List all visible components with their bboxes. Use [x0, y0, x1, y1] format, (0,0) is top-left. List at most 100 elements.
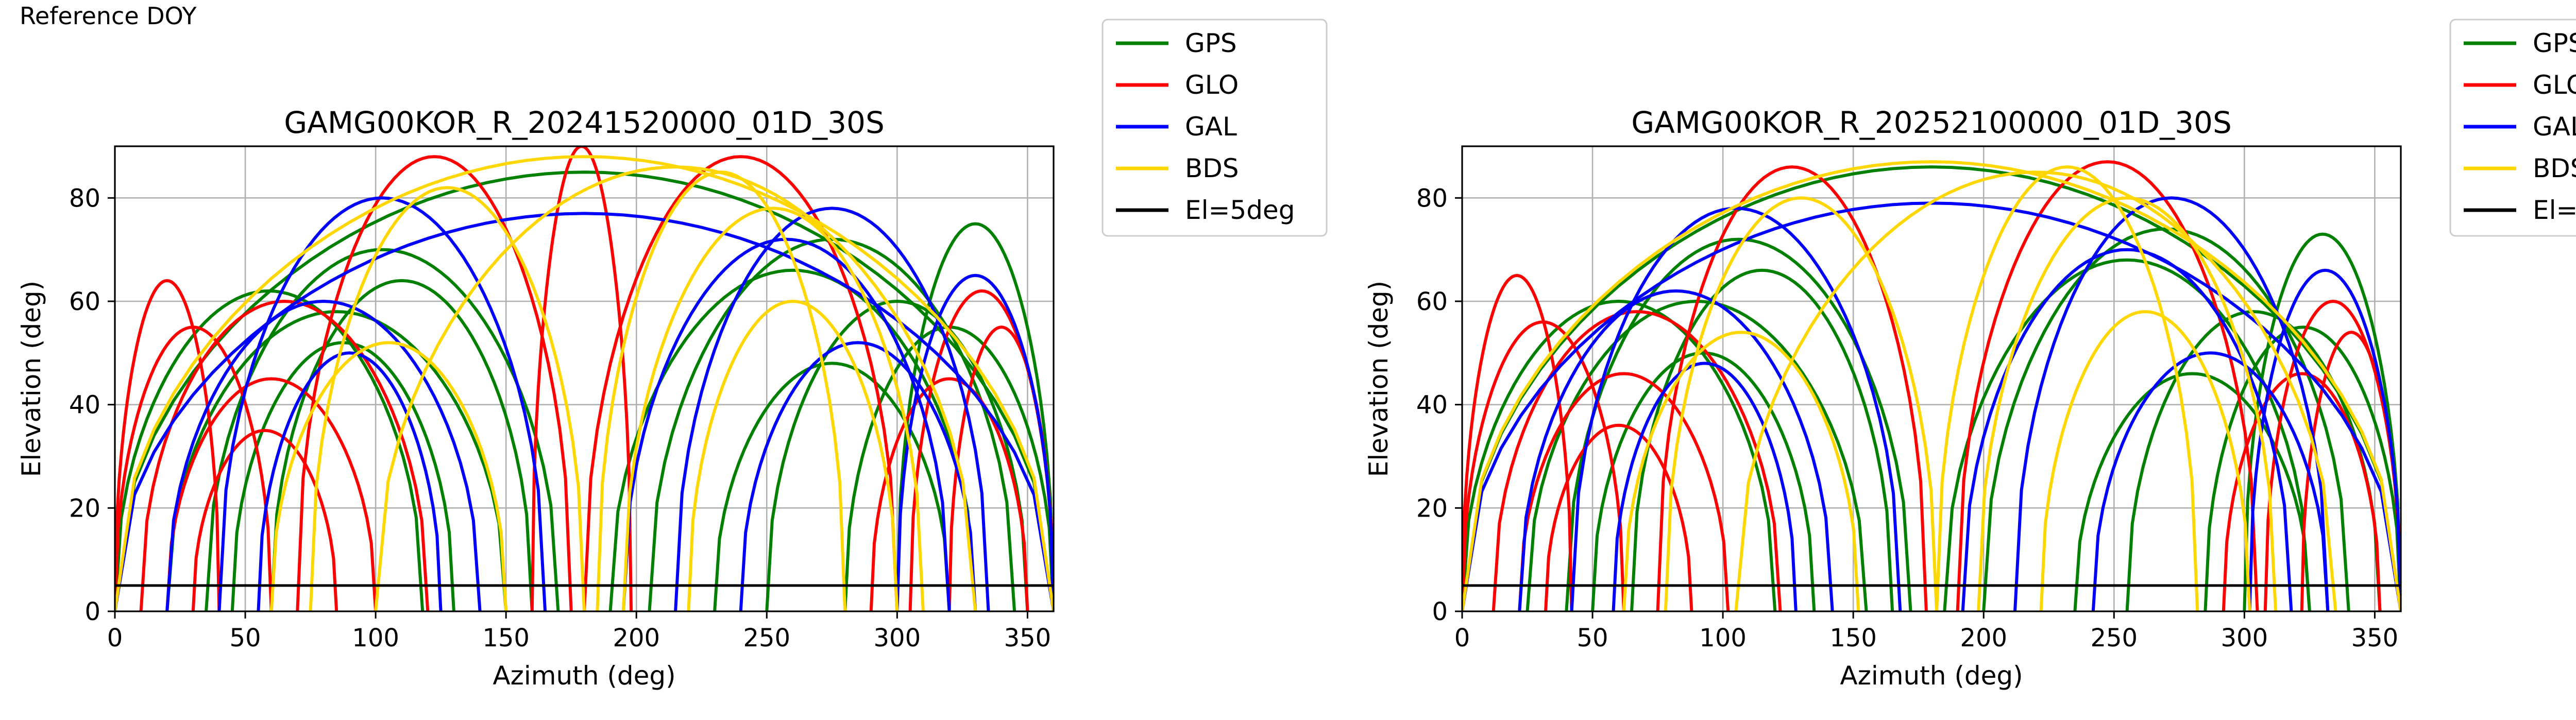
arc-glo: [1544, 423, 1693, 611]
arc-glo: [1518, 372, 1730, 611]
arc-gps: [608, 268, 977, 611]
arc-gal: [1518, 289, 1834, 611]
y-tick-label: 40: [69, 391, 100, 420]
arc-gal: [165, 299, 482, 611]
x-tick-label: 150: [482, 624, 530, 653]
x-tick-label: 150: [1829, 624, 1877, 653]
arc-glo: [165, 377, 378, 611]
series-gps: [1462, 165, 2401, 611]
arc-gal: [1570, 207, 1902, 611]
arc-gps: [1943, 258, 2311, 611]
arc-gps: [269, 279, 534, 611]
x-tick-label: 100: [1699, 624, 1747, 653]
x-tick-label: 100: [352, 624, 399, 653]
arc-bds: [115, 155, 1054, 611]
legend-label: El=5deg: [2533, 195, 2576, 225]
arc-bds: [309, 186, 586, 611]
series-bds: [115, 155, 1054, 611]
arc-gps: [1630, 268, 1894, 611]
arc-gal: [1612, 362, 1798, 611]
chart-title: GAMG00KOR_R_20252100000_01D_30S: [1631, 105, 2232, 140]
arc-gal: [2013, 196, 2330, 611]
legend: GPS GLO GAL BDS El=5deg: [1101, 19, 1328, 237]
x-tick-label: 200: [613, 624, 660, 653]
arc-gps: [2125, 310, 2382, 611]
y-tick-label: 0: [1432, 597, 1448, 626]
x-tick-label: 350: [1004, 624, 1052, 653]
x-tick-label: 350: [2351, 624, 2399, 653]
legend-label: GLO: [1185, 70, 1239, 100]
arc-gal: [1961, 248, 2293, 611]
legend-label: GPS: [2533, 28, 2576, 58]
legend-box: [1101, 19, 1328, 237]
arc-bds: [1935, 165, 2199, 611]
arc-bds: [1977, 196, 2278, 611]
arc-glo: [139, 299, 430, 611]
legend-label: GLO: [2533, 70, 2576, 100]
legend-label: GAL: [2533, 112, 2576, 142]
arc-bds: [269, 341, 508, 611]
arc-gps: [205, 248, 560, 611]
x-tick-label: 300: [2221, 624, 2268, 653]
legend-label: GAL: [1185, 112, 1237, 142]
plot-data: [1462, 160, 2401, 611]
y-tick-label: 80: [69, 184, 100, 213]
arc-gal: [2091, 351, 2330, 611]
panel-right: 0 50 100 150 200 250 300 350 0 20 40 60 80 GAMG00KOR_…: [1364, 19, 2576, 691]
y-axis-label: Elevation (deg): [1364, 281, 1394, 477]
y-tick-label: 60: [1416, 287, 1448, 316]
chart-title: GAMG00KOR_R_20241520000_01D_30S: [284, 105, 885, 140]
arc-glo: [115, 279, 221, 611]
legend-label: El=5deg: [1185, 195, 1295, 225]
arc-glo: [869, 377, 1029, 611]
arc-gps: [895, 222, 1054, 611]
x-tick-label: 50: [1577, 624, 1608, 653]
y-tick-label: 80: [1416, 184, 1448, 213]
arc-gal: [739, 341, 977, 611]
x-tick-label: 250: [2090, 624, 2138, 653]
arc-gps: [1462, 299, 1777, 611]
arc-bds: [1622, 331, 1860, 611]
arc-gps: [115, 170, 1054, 611]
figure-suptitle: Reference DOY: [20, 2, 197, 30]
y-axis-label: Elevation (deg): [16, 281, 46, 477]
x-tick-label: 0: [1454, 624, 1470, 653]
series-bds: [1462, 160, 2401, 611]
arc-bds: [374, 165, 977, 611]
legend-label: BDS: [1185, 153, 1239, 183]
arc-bds: [687, 299, 899, 611]
arc-bds: [1734, 170, 2337, 611]
arc-glo: [1462, 273, 1573, 611]
arc-bds: [621, 207, 925, 611]
y-tick-label: 20: [1416, 494, 1448, 523]
arc-glo: [1956, 160, 2259, 611]
arc-gps: [1565, 237, 1912, 611]
y-tick-label: 40: [1416, 391, 1448, 420]
x-tick-label: 300: [874, 624, 921, 653]
arc-bds: [1664, 196, 1939, 611]
series-gps: [115, 170, 1054, 611]
plot-data: [115, 146, 1054, 611]
arc-glo: [2300, 331, 2401, 611]
axes-frame: [114, 145, 1055, 612]
y-tick-label: 60: [69, 287, 100, 316]
x-tick-label: 0: [107, 624, 123, 653]
x-tick-label: 250: [743, 624, 790, 653]
arc-gps: [2204, 325, 2401, 611]
axes-frame: [1461, 145, 2402, 612]
arc-gal: [217, 196, 547, 611]
arc-gal: [257, 351, 443, 611]
y-tick-label: 0: [84, 597, 100, 626]
arc-glo: [530, 146, 633, 611]
arc-gps: [1462, 165, 2401, 611]
arc-gps: [165, 310, 508, 611]
arc-glo: [583, 155, 899, 611]
x-axis-label: Azimuth (deg): [493, 661, 675, 691]
arc-glo: [191, 428, 338, 611]
legend-label: GPS: [1185, 28, 1237, 58]
x-tick-label: 200: [1960, 624, 2007, 653]
x-tick-label: 50: [230, 624, 261, 653]
legend-label: BDS: [2533, 153, 2576, 183]
arc-glo: [296, 155, 573, 611]
